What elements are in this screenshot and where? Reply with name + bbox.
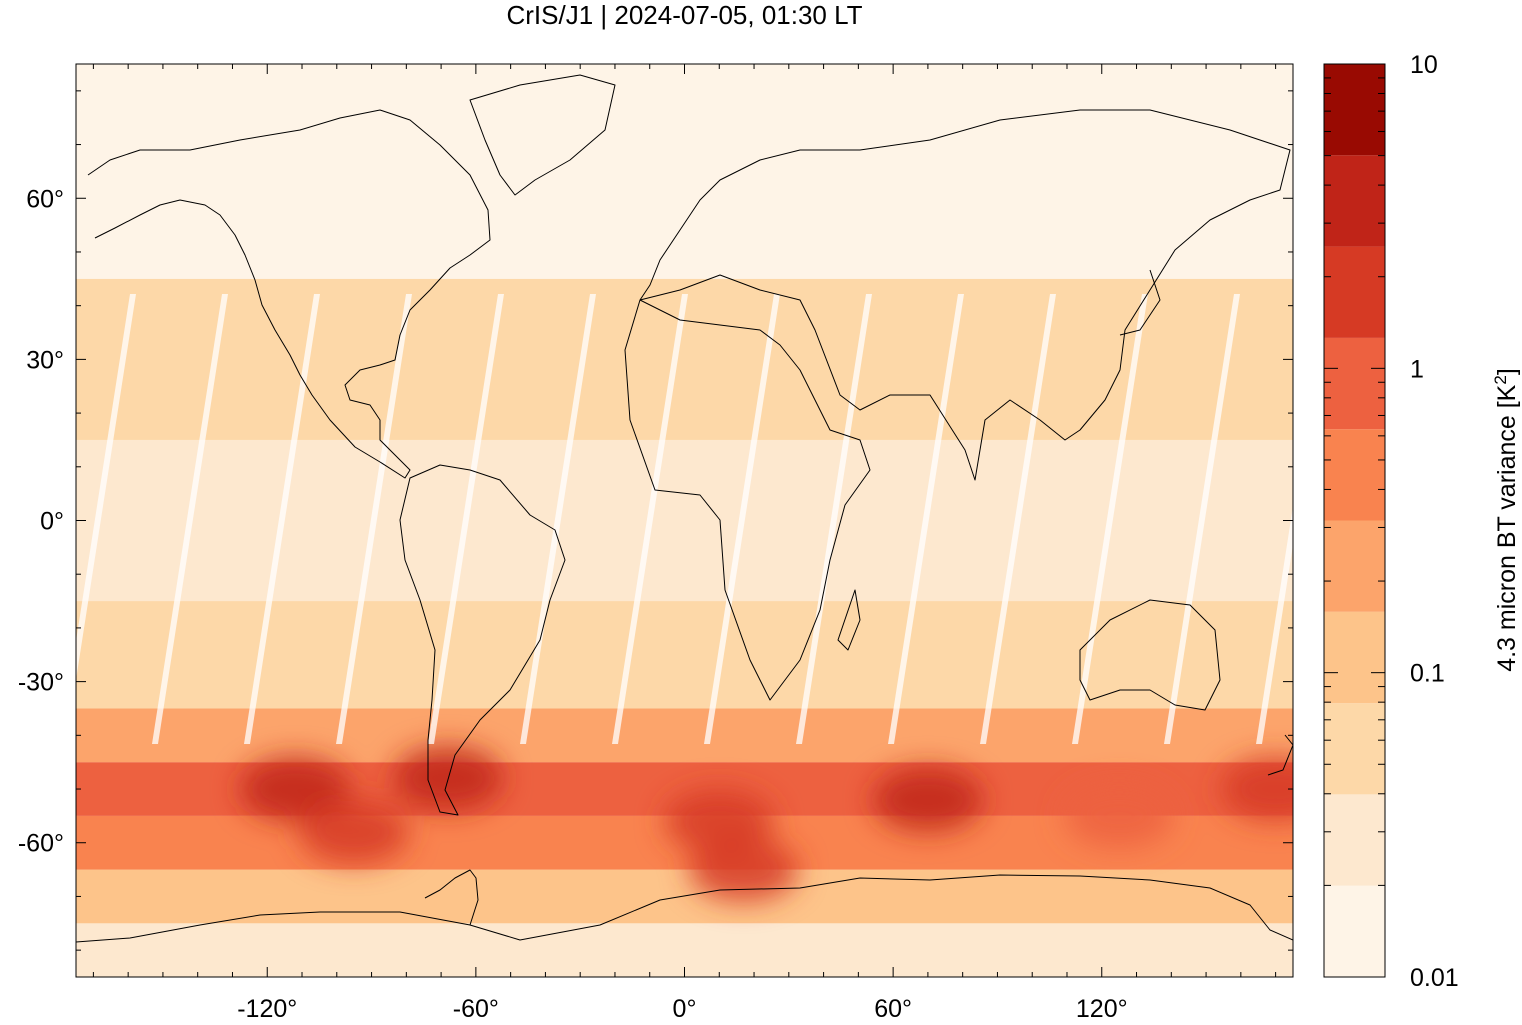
colorbar-ticks: 10 1 0.1 0.01 bbox=[1324, 51, 1459, 992]
x-tick-label: 0° bbox=[673, 995, 697, 1020]
colorbar-tick-label: 10 bbox=[1410, 51, 1438, 79]
swath-gap-11 bbox=[1072, 294, 1148, 744]
coastline-north-america bbox=[87, 109, 491, 479]
colorbar-level-8 bbox=[1324, 155, 1385, 247]
colorbar-label: 4.3 micron BT variance [K2] bbox=[1491, 368, 1521, 672]
x-tick-label: 120° bbox=[1076, 995, 1128, 1020]
colorbar-tick-label: 1 bbox=[1410, 355, 1424, 383]
x-axis: -120° -60° 0° 60° 120° bbox=[92, 64, 1277, 1023]
swath-gap-3 bbox=[336, 294, 412, 744]
coastline-africa-eurasia bbox=[639, 109, 1291, 481]
swath-gap-7 bbox=[704, 294, 780, 744]
coastline-madagascar bbox=[837, 589, 861, 651]
hotspot-6 bbox=[1064, 783, 1175, 848]
y-tick-label: 60° bbox=[26, 185, 64, 213]
swath-gaps bbox=[76, 294, 1293, 744]
hotspot-2 bbox=[299, 799, 410, 864]
coastlines bbox=[76, 74, 1293, 943]
swath-gap-1 bbox=[152, 294, 228, 744]
y-tick-label: -30° bbox=[18, 669, 64, 697]
colorbar-level-5 bbox=[1324, 429, 1385, 521]
chart-title: CrIS/J1 | 2024-07-05, 01:30 LT bbox=[506, 0, 862, 30]
y-tick-label: 30° bbox=[26, 346, 64, 374]
colorbar-frame bbox=[1323, 63, 1386, 978]
swath-gap-12 bbox=[1164, 294, 1240, 744]
coastline-antarctic-peninsula bbox=[424, 869, 479, 926]
colorbar-level-0 bbox=[1324, 885, 1385, 977]
heatmap-layer bbox=[76, 64, 1293, 977]
colorbar-level-2 bbox=[1324, 703, 1385, 795]
coastline-japan bbox=[1119, 269, 1161, 336]
x-tick-label: -60° bbox=[453, 995, 499, 1020]
x-tick-label: 60° bbox=[874, 995, 912, 1020]
colorbar-level-6 bbox=[1324, 337, 1385, 430]
y-tick-label: 0° bbox=[40, 508, 64, 536]
colorbar-tick-label: 0.1 bbox=[1410, 660, 1445, 688]
swath-gap-10 bbox=[980, 294, 1056, 744]
coastline-greenland bbox=[469, 74, 616, 196]
colorbar-tick-label: 0.01 bbox=[1410, 964, 1459, 992]
latitude-band-8 bbox=[76, 64, 1293, 279]
hotspot-3 bbox=[664, 789, 775, 854]
swath-gap-9 bbox=[888, 294, 964, 744]
colorbar-levels bbox=[1324, 64, 1385, 977]
coastline-australia bbox=[1079, 599, 1221, 711]
y-tick-label: -60° bbox=[18, 830, 64, 858]
colorbar: 10 1 0.1 0.01 bbox=[1323, 51, 1459, 992]
coastline-new-zealand bbox=[1267, 734, 1293, 776]
colorbar-level-9 bbox=[1324, 64, 1385, 156]
hotspot-7 bbox=[1220, 757, 1293, 822]
colorbar-level-1 bbox=[1324, 794, 1385, 886]
latitude-band-4 bbox=[76, 708, 1293, 763]
swath-gap-0 bbox=[76, 294, 136, 680]
coastline-south-america bbox=[399, 464, 566, 816]
swath-gap-2 bbox=[244, 294, 320, 744]
y-axis: 60° 30° 0° -30° -60° bbox=[18, 90, 1293, 951]
swath-gap-8 bbox=[796, 294, 872, 744]
colorbar-level-7 bbox=[1324, 246, 1385, 338]
swath-gap-13 bbox=[1256, 506, 1293, 744]
hotspot-1 bbox=[240, 757, 351, 822]
hotspot-5 bbox=[872, 767, 983, 832]
swath-gap-6 bbox=[612, 294, 688, 744]
colorbar-level-3 bbox=[1324, 611, 1385, 704]
coastline-antarctica bbox=[76, 874, 1293, 943]
swath-gap-5 bbox=[520, 294, 596, 744]
x-tick-label: -120° bbox=[237, 995, 297, 1020]
coastline-africa bbox=[624, 299, 871, 701]
colorbar-level-4 bbox=[1324, 520, 1385, 612]
hotspot-4 bbox=[688, 837, 799, 902]
swath-gap-4 bbox=[428, 294, 504, 744]
